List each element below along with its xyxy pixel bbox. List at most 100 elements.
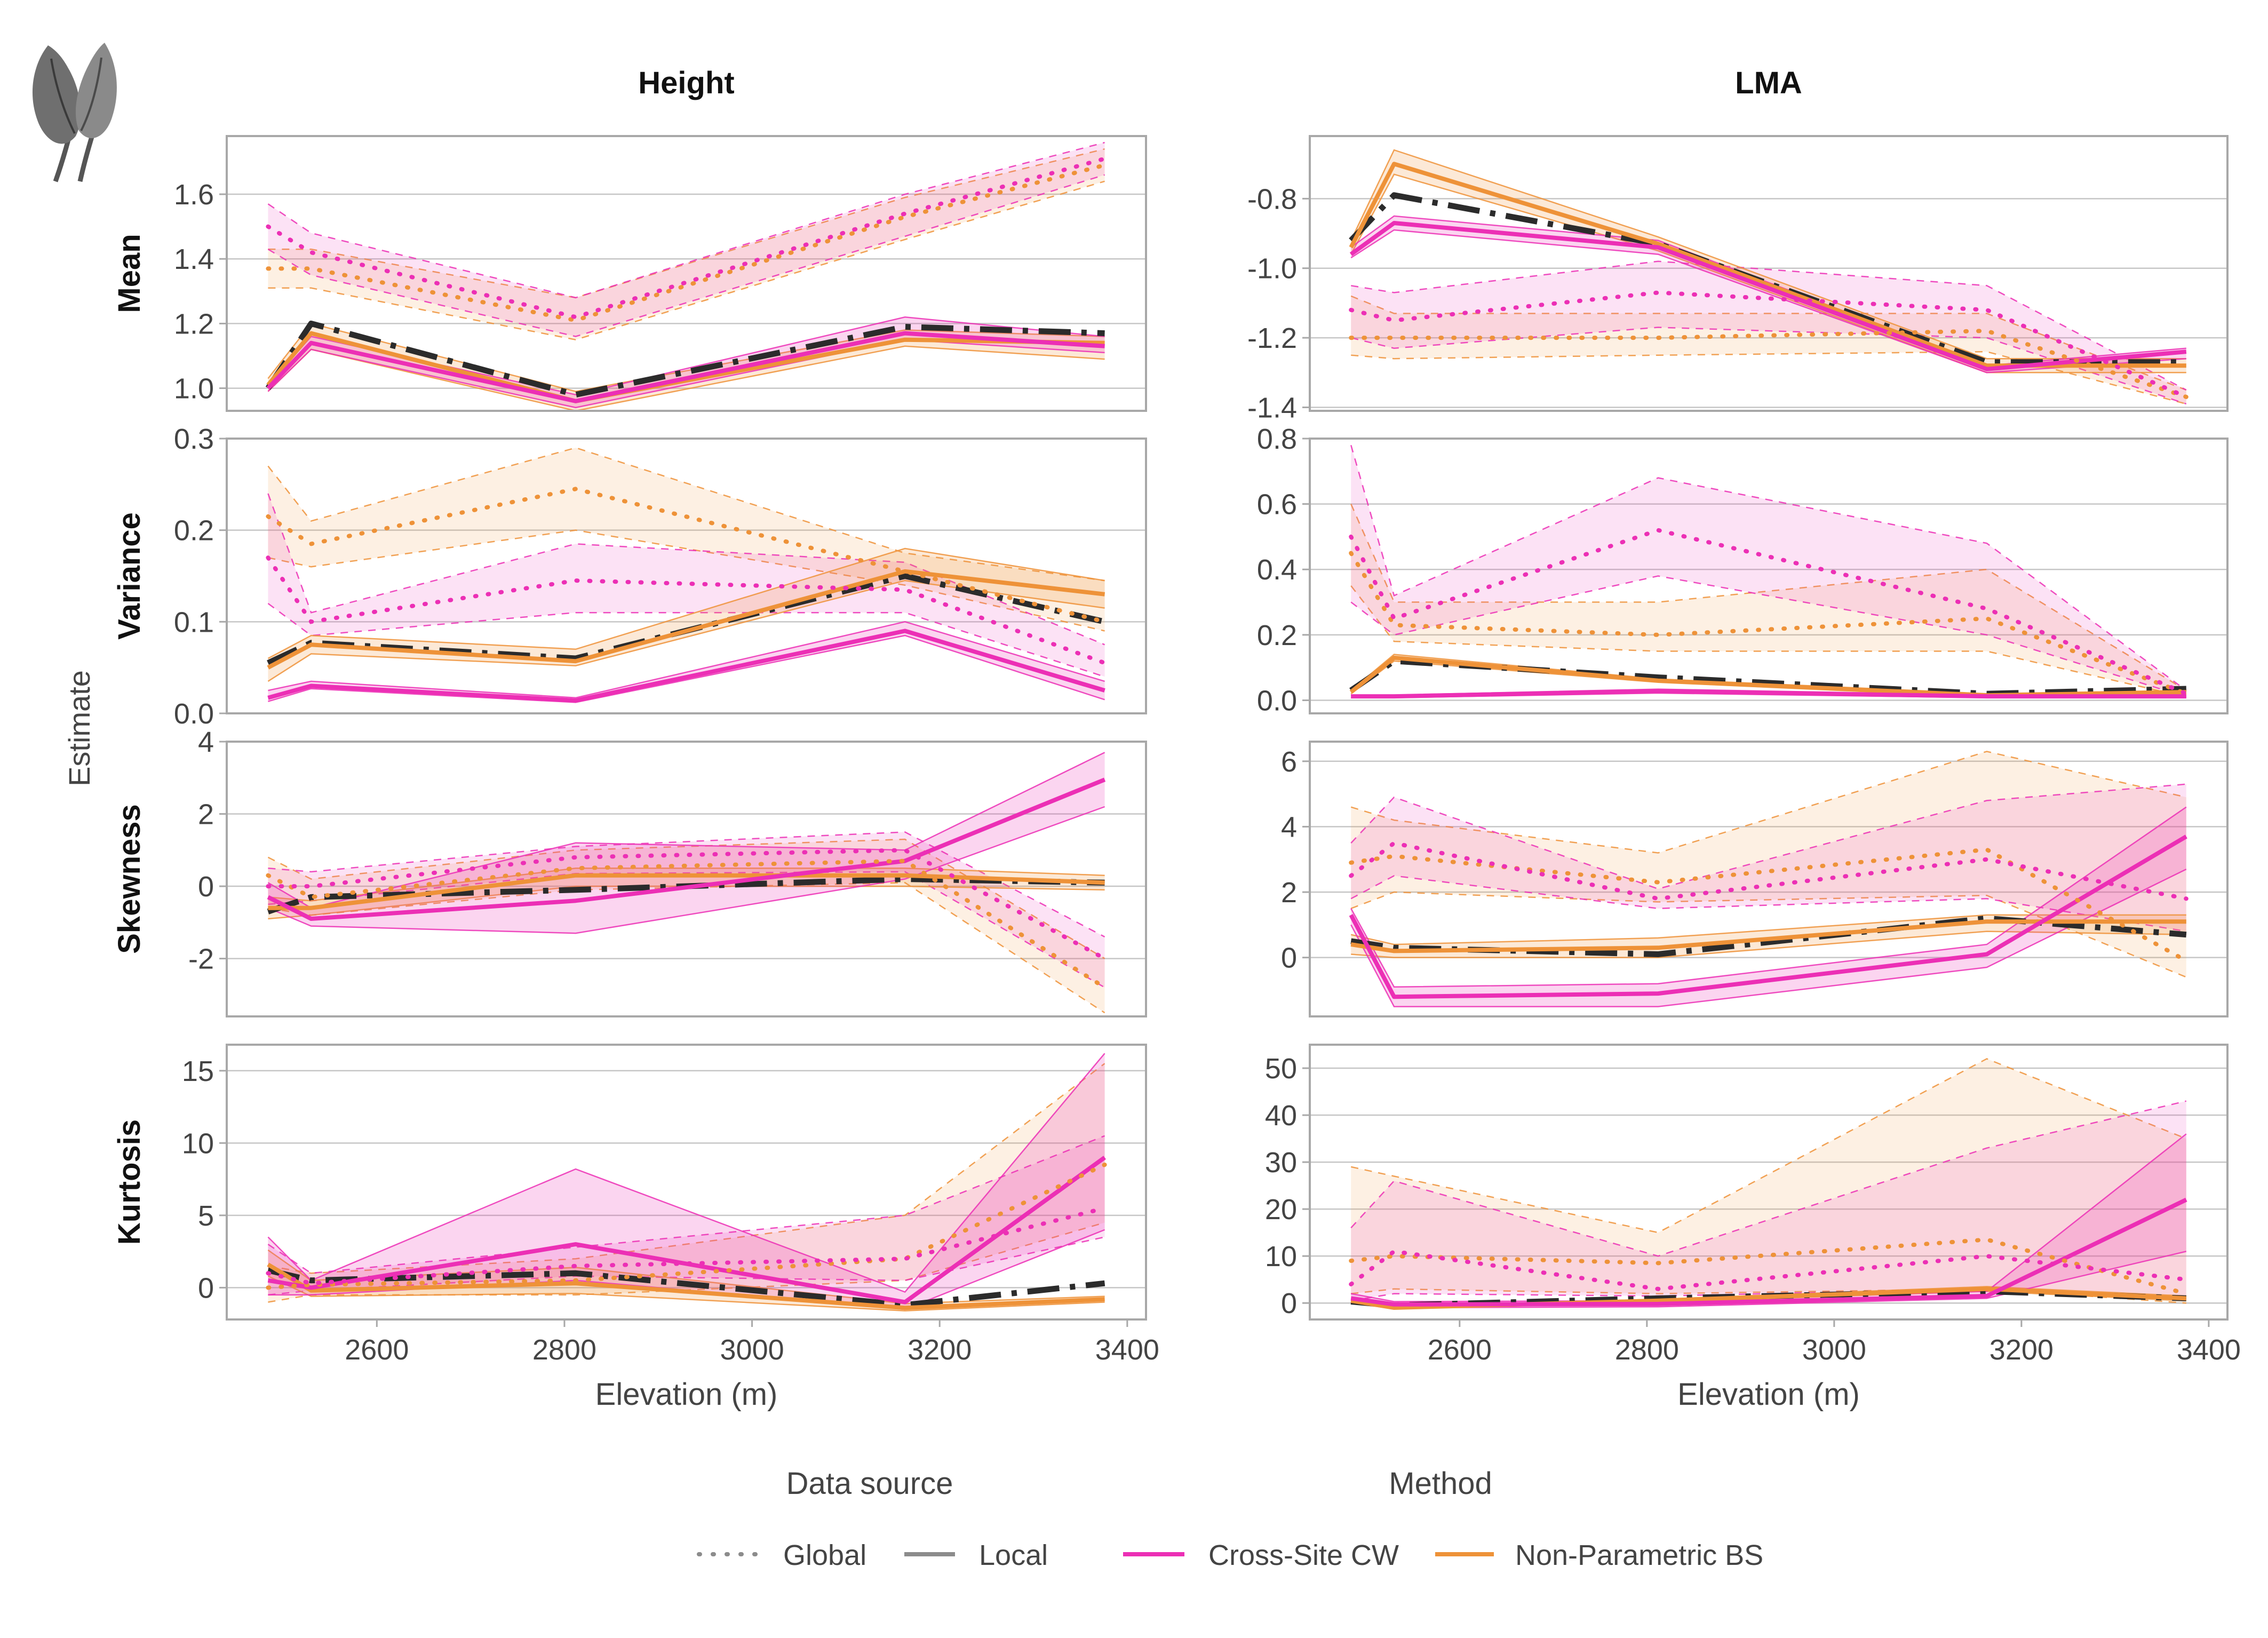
- panel-frame: [226, 438, 1147, 714]
- line-local-bs: [268, 873, 1105, 910]
- y-tick-label: 0: [1281, 1287, 1297, 1319]
- line-global-bs: [1349, 1237, 2189, 1296]
- column-title-lma: LMA: [1735, 66, 1802, 100]
- band-global-bs-lower: [1351, 1288, 2186, 1304]
- band-global-bs-lower: [268, 529, 1105, 632]
- x-tick-label: 3400: [1095, 1334, 1159, 1366]
- y-tick-label: 1.0: [174, 373, 214, 405]
- y-tick-label: 20: [1265, 1194, 1297, 1226]
- line-local-cw: [1351, 689, 2186, 699]
- panel-height-mean: 1.0 1.2 1.4 1.6: [174, 135, 1147, 412]
- band-global-cw: [1351, 1101, 2186, 1301]
- y-tick-label: -1.0: [1247, 253, 1297, 285]
- panel-frame: [226, 135, 1147, 412]
- band-global-bs-upper: [1350, 1058, 2187, 1234]
- band-local-bs-upper: [1350, 149, 2186, 360]
- row-title-mean: Mean: [112, 234, 147, 313]
- line-local-reference: [1349, 658, 2186, 697]
- y-tick-label: 4: [1281, 811, 1297, 843]
- band-local-cw-lower: [267, 339, 1105, 409]
- band-global-cw-lower: [1350, 575, 2187, 698]
- band-global-bs: [268, 149, 1105, 340]
- band-global-bs: [268, 1063, 1105, 1302]
- x-axis-label: Elevation (m): [1677, 1377, 1860, 1412]
- band-global-bs: [1351, 751, 2186, 977]
- band-global-bs-upper: [1350, 751, 2187, 854]
- y-tick-label: 4: [198, 726, 214, 758]
- line-local-bs: [1349, 162, 2186, 368]
- x-tick-label: 3200: [1990, 1334, 2054, 1366]
- y-tick-label: 2: [1281, 877, 1297, 909]
- y-tick-label: -1.4: [1247, 392, 1297, 424]
- row-title-kurtosis: Kurtosis: [112, 1119, 147, 1245]
- band-local-cw-upper: [1350, 806, 2187, 988]
- y-tick-label: -2: [188, 943, 214, 975]
- band-local-cw: [268, 1053, 1105, 1309]
- line-local-cw: [1349, 834, 2187, 999]
- line-local-cw: [267, 777, 1106, 921]
- band-global-bs-upper: [1350, 295, 2187, 391]
- y-tick-label: 5: [198, 1200, 214, 1232]
- y-axis-label: Estimate: [62, 670, 96, 786]
- band-local-bs: [268, 323, 1105, 411]
- x-tick-label: 2800: [1615, 1334, 1679, 1366]
- panel-frame: [1309, 741, 2229, 1017]
- y-tick-label: -0.8: [1247, 183, 1297, 215]
- band-local-bs-upper: [267, 547, 1105, 659]
- y-tick-label: 40: [1265, 1100, 1297, 1132]
- line-global-bs: [1349, 551, 2189, 696]
- band-global-bs-lower: [1351, 351, 2187, 405]
- band-global-cw: [268, 142, 1105, 337]
- plot-area: [1349, 751, 2189, 1007]
- y-tick-label: 0.3: [174, 423, 214, 455]
- line-global-bs: [1349, 329, 2189, 399]
- y-tick-label: 1.2: [174, 308, 214, 340]
- band-local-cw-upper: [268, 621, 1105, 699]
- band-local-cw-upper: [1350, 215, 2186, 367]
- band-global-bs: [1351, 504, 2186, 697]
- y-tick-label: 0.0: [1257, 685, 1297, 717]
- panel-height-skewness: -2 0 2 4: [188, 726, 1147, 1017]
- band-global-bs-upper: [1350, 504, 2187, 691]
- column-title-height: Height: [638, 66, 734, 100]
- line-local-reference: [1350, 915, 2187, 957]
- band-global-cw-upper: [1350, 260, 2187, 391]
- band-global-cw-upper: [267, 141, 1105, 299]
- panel-frame: [226, 741, 1147, 1017]
- band-global-bs: [1351, 296, 2186, 404]
- line-local-bs: [267, 1262, 1105, 1310]
- x-tick-label: 3000: [720, 1334, 784, 1366]
- y-tick-label: 0.4: [1257, 554, 1297, 586]
- band-local-bs: [1351, 150, 2186, 373]
- y-tick-label: 2: [198, 799, 214, 831]
- plot-area: [266, 752, 1107, 1014]
- band-global-cw-lower: [267, 602, 1105, 678]
- x-tick-label: 2600: [345, 1334, 409, 1366]
- line-local-cw: [267, 629, 1105, 703]
- panel-frame: [1309, 135, 2229, 412]
- line-global-bs: [1349, 847, 2189, 963]
- band-global-cw: [268, 1135, 1105, 1295]
- plot-area: [265, 141, 1107, 411]
- line-global-cw: [1349, 528, 2189, 696]
- line-local-reference: [267, 573, 1105, 666]
- plot-area: [1349, 149, 2189, 405]
- line-local-cw: [266, 331, 1105, 403]
- y-tick-label: 1.6: [174, 179, 214, 211]
- line-local-reference: [267, 876, 1105, 915]
- band-global-bs-upper: [267, 447, 1105, 582]
- y-tick-label: 0.2: [174, 515, 214, 547]
- band-global-bs: [268, 448, 1105, 631]
- y-tick-label: 0: [198, 1272, 214, 1304]
- x-tick-label: 2800: [532, 1334, 596, 1366]
- legend-title-data-source: Data source: [786, 1466, 953, 1501]
- band-local-cw-upper: [267, 1053, 1105, 1293]
- y-tick-label: 10: [1265, 1241, 1297, 1273]
- y-tick-label: 0.2: [1257, 619, 1297, 651]
- panel-frame: [226, 1044, 1147, 1321]
- band-local-bs-lower: [267, 1275, 1105, 1311]
- legend-label-global: Global: [783, 1539, 866, 1571]
- panel-height-kurtosis: 0 5 10 15 2600 2800 3000 3200 3400 Elevation (m): [182, 1044, 1159, 1412]
- line-local-reference: [267, 1267, 1105, 1308]
- band-local-cw-lower: [1350, 229, 2186, 373]
